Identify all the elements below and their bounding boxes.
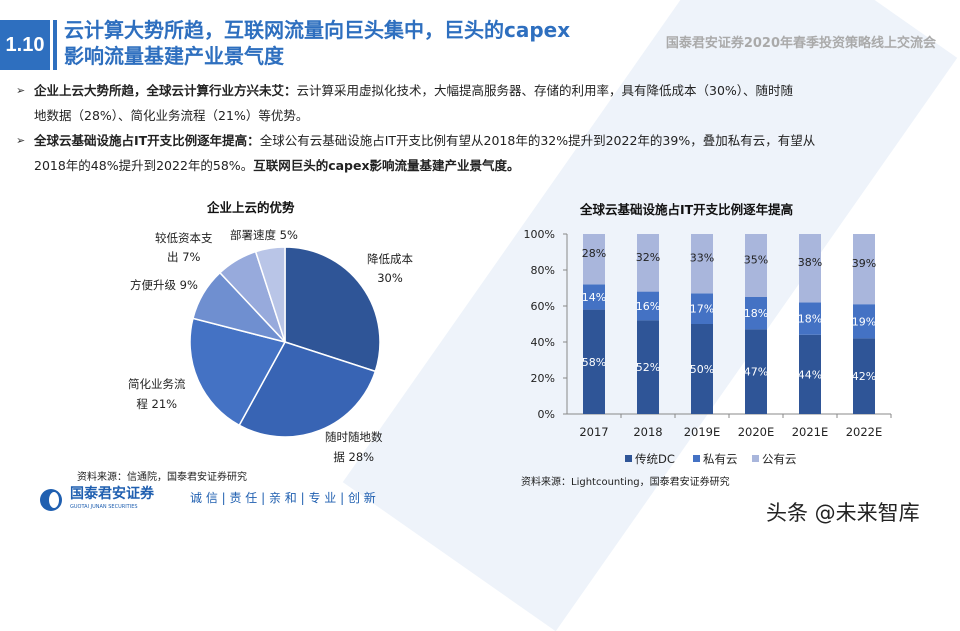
pie-slice	[254, 246, 286, 343]
bar-segment	[583, 234, 605, 285]
legend-label: 传统DC	[635, 452, 675, 466]
pie-label: 简化业务流程 21%	[128, 377, 186, 411]
bullet-1-text: 云计算采用虚拟化技术，大幅提高服务器、存储的利用率，具有降低成本（30%）、随时…	[296, 83, 794, 98]
pie-chart	[189, 246, 381, 438]
data-label: 28%	[582, 247, 606, 260]
y-tick-label: 40%	[531, 336, 555, 349]
bar-title: 全球云基础设施占IT开支比例逐年提高	[580, 202, 794, 217]
legend-swatch	[693, 455, 700, 462]
pie-title: 企业上云的优势	[207, 200, 295, 215]
pie-label: 降低成本 30%	[367, 252, 413, 285]
bullet-2-text: 全球公有云基础设施占IT开支比例有望从2018年的32%提升到2022年的39%…	[259, 133, 816, 148]
pie-slice	[189, 317, 287, 427]
x-tick-label: 2018	[633, 425, 662, 439]
bar-segment	[583, 309, 605, 414]
bullet-1-line1: 企业上云大势所趋，全球云计算行业方兴未艾：云计算采用虚拟化技术，大幅提高服务器、…	[34, 82, 793, 100]
watermark: 头条 @未来智库	[766, 501, 920, 525]
data-label: 18%	[744, 307, 768, 320]
legend-label: 私有云	[703, 452, 738, 466]
bar-segment	[691, 293, 713, 324]
legend-label: 公有云	[762, 452, 797, 466]
data-label: 39%	[852, 257, 876, 270]
company-motto: 诚 信 | 责 任 | 亲 和 | 专 业 | 创 新	[190, 491, 376, 505]
pie-label: 随时随地数据 28%	[325, 430, 383, 464]
x-tick-label: 2021E	[792, 425, 829, 439]
x-tick-label: 2017	[579, 425, 608, 439]
bullet-2-conclusion: 互联网巨头的capex影响流量基建产业景气度。	[253, 158, 520, 173]
legend-swatch	[625, 455, 632, 462]
pie-label: 方便升级 9%	[130, 278, 198, 292]
data-label: 33%	[690, 252, 714, 265]
bar-segment	[853, 234, 875, 305]
pie-slice	[284, 246, 381, 373]
pie-label: 较低资本支出 7%	[155, 231, 213, 264]
pie-slice	[238, 341, 377, 438]
data-label: 44%	[798, 368, 822, 381]
bullet-2-heading: 全球云基础设施占IT开支比例逐年提高：	[34, 133, 260, 148]
data-label: 32%	[636, 251, 660, 264]
bar-segment	[637, 234, 659, 292]
bar-segment	[799, 302, 821, 335]
bullet-1-line2: 地数据（28%）、简化业务流程（21%）等优势。	[34, 108, 309, 123]
pie-source: 资料来源：信通院，国泰君安证券研究	[77, 472, 247, 483]
data-label: 50%	[690, 363, 714, 376]
bar-segment	[691, 234, 713, 294]
y-tick-label: 0%	[538, 408, 555, 421]
bar-segment	[583, 284, 605, 310]
x-tick-label: 2022E	[846, 425, 883, 439]
data-label: 18%	[798, 313, 822, 326]
y-tick-label: 20%	[531, 372, 555, 385]
data-label: 19%	[852, 315, 876, 328]
bar-segment	[637, 320, 659, 414]
page-title-line2: 影响流量基建产业景气度	[64, 44, 284, 68]
bullet-2-text-cont: 2018年的48%提升到2022年的58%。	[34, 158, 254, 173]
data-label: 42%	[852, 370, 876, 383]
bar-segment	[691, 324, 713, 414]
x-tick-label: 2020E	[738, 425, 775, 439]
data-label: 58%	[582, 356, 606, 369]
bar-segment	[853, 304, 875, 339]
data-label: 17%	[690, 303, 714, 316]
data-label: 52%	[636, 361, 660, 374]
data-label: 47%	[744, 366, 768, 379]
bar-source: 资料来源：Lightcounting，国泰君安证券研究	[521, 477, 730, 488]
y-tick-label: 80%	[531, 264, 555, 277]
bar-segment	[799, 234, 821, 303]
logo-english: GUOTAI JUNAN SECURITIES	[70, 504, 138, 510]
data-label: 35%	[744, 254, 768, 267]
bullet-1-heading: 企业上云大势所趋，全球云计算行业方兴未艾：	[34, 83, 297, 98]
legend-swatch	[752, 455, 759, 462]
event-subtitle: 国泰君安证券2020年春季投资策略线上交流会	[665, 36, 936, 51]
logo-name: 国泰君安证券	[70, 486, 154, 502]
section-number: 1.10	[0, 20, 50, 70]
y-tick-label: 100%	[524, 228, 555, 241]
bullet-2-line1: 全球云基础设施占IT开支比例逐年提高：全球公有云基础设施占IT开支比例有望从20…	[34, 132, 815, 150]
bar-segment	[853, 338, 875, 414]
bar-segment	[745, 234, 767, 297]
data-label: 14%	[582, 291, 606, 304]
page-title-line1: 云计算大势所趋，互联网流量向巨头集中，巨头的capex	[64, 18, 571, 42]
data-label: 16%	[636, 300, 660, 313]
company-logo-icon	[40, 489, 62, 511]
bar-segment	[799, 334, 821, 414]
data-label: 38%	[798, 256, 822, 269]
x-tick-label: 2019E	[684, 425, 721, 439]
bar-segment	[637, 291, 659, 321]
bullet-arrow-icon: ➢	[16, 134, 26, 147]
bullet-2-line2: 2018年的48%提升到2022年的58%。互联网巨头的capex影响流量基建产…	[34, 157, 520, 175]
stacked-bar-chart: 0% 20% 40% 60% 80% 100% 58% 14% 28% 2017 52% 16% 32%…	[524, 228, 892, 466]
bar-segment	[745, 297, 767, 330]
bar-segment	[745, 329, 767, 414]
pie-label: 部署速度 5%	[230, 228, 298, 242]
bullet-arrow-icon: ➢	[16, 84, 26, 97]
title-divider	[53, 20, 57, 70]
y-tick-label: 60%	[531, 300, 555, 313]
